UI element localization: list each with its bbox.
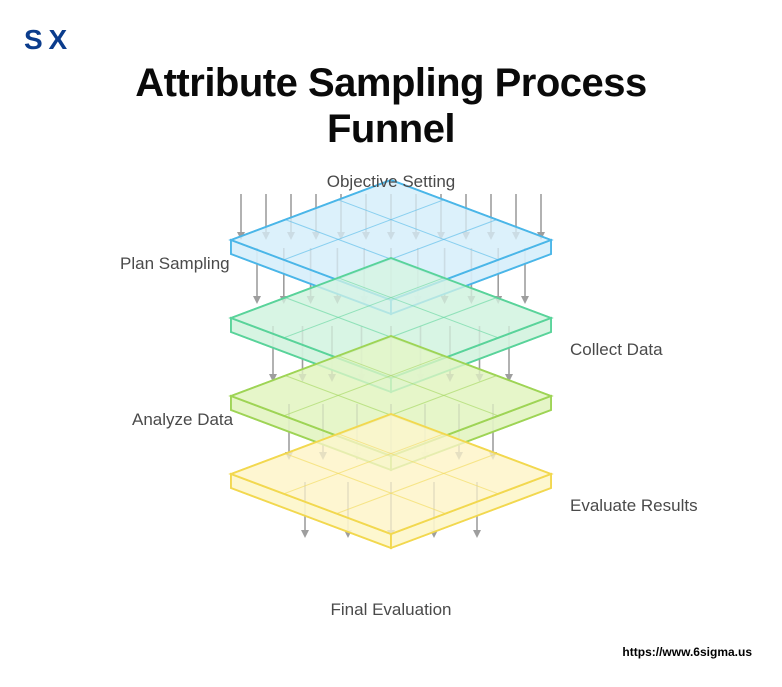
logo: S X xyxy=(24,24,66,56)
logo-text: S X xyxy=(24,24,66,55)
funnel-svg xyxy=(0,170,782,650)
page-title: Attribute Sampling Process Funnel xyxy=(0,0,782,152)
label-evaluate-results: Evaluate Results xyxy=(570,496,698,516)
label-analyze-data: Analyze Data xyxy=(132,410,233,430)
funnel-diagram: Objective Setting Plan Sampling Collect … xyxy=(0,170,782,650)
label-collect-data: Collect Data xyxy=(570,340,663,360)
title-line-2: Funnel xyxy=(327,107,455,151)
label-final-evaluation: Final Evaluation xyxy=(331,600,452,620)
label-objective-setting: Objective Setting xyxy=(327,172,456,192)
title-line-1: Attribute Sampling Process xyxy=(135,61,647,105)
footer-url: https://www.6sigma.us xyxy=(622,645,752,659)
label-plan-sampling: Plan Sampling xyxy=(120,254,230,274)
